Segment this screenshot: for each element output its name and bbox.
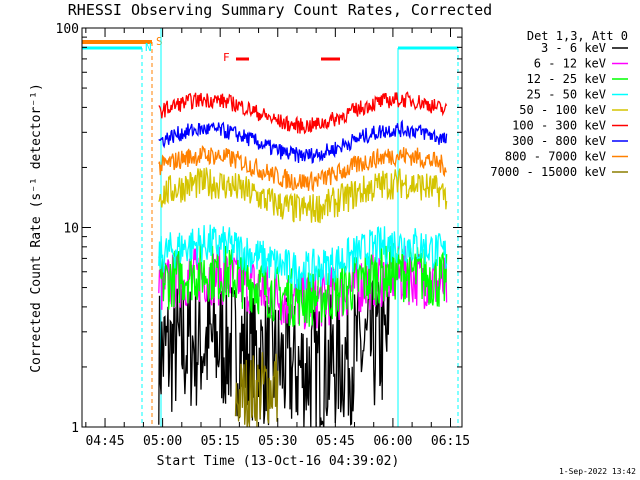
footer-timestamp: 1-Sep-2022 13:42 <box>559 467 636 476</box>
flare-annotation: F <box>223 51 230 64</box>
saa-annotation: S <box>156 35 163 48</box>
legend-label: 3 - 6 keV <box>541 41 606 55</box>
y-axis: 1 10 100 <box>56 22 462 436</box>
series-line-2 <box>158 243 448 327</box>
y-tick-label: 1 <box>71 421 79 436</box>
legend-title: Det 1,3, Att 0 <box>527 29 628 43</box>
night-annotation: N <box>145 41 152 54</box>
series-layer <box>158 91 448 428</box>
y-tick-label: 10 <box>63 222 79 237</box>
x-axis: 04:45 05:00 05:15 05:30 05:45 06:00 06:15 <box>85 28 470 449</box>
series-line-7 <box>158 145 448 193</box>
x-tick-label: 06:00 <box>373 434 412 449</box>
series-line-8 <box>234 352 279 428</box>
legend-label: 300 - 800 keV <box>512 134 606 148</box>
legend-label: 6 - 12 keV <box>534 57 606 71</box>
plot-frame <box>81 27 463 428</box>
x-tick-label: 06:15 <box>431 434 470 449</box>
legend-label: 25 - 50 keV <box>527 88 606 102</box>
series-line-4 <box>158 167 448 224</box>
legend-label: 800 - 7000 keV <box>505 150 606 164</box>
legend-label: 7000 - 15000 keV <box>490 165 606 179</box>
series-line-0 <box>158 275 390 428</box>
legend-label: 50 - 100 keV <box>519 103 606 117</box>
series-line-3 <box>158 224 448 290</box>
series-line-6 <box>158 119 448 165</box>
legend-label: 100 - 300 keV <box>512 119 606 133</box>
y-tick-label: 100 <box>56 22 79 37</box>
x-tick-label: 05:00 <box>143 434 182 449</box>
x-tick-label: 05:15 <box>201 434 240 449</box>
legend-label: 12 - 25 keV <box>527 72 606 86</box>
x-tick-label: 05:45 <box>316 434 355 449</box>
x-tick-label: 04:45 <box>85 434 124 449</box>
x-tick-label: 05:30 <box>258 434 297 449</box>
chart-title: RHESSI Observing Summary Count Rates, Co… <box>68 1 492 19</box>
y-axis-label: Corrected Count Rate (s⁻¹ detector⁻¹) <box>29 83 44 373</box>
series-line-5 <box>158 91 448 135</box>
x-axis-label: Start Time (13-Oct-16 04:39:02) <box>157 454 400 469</box>
